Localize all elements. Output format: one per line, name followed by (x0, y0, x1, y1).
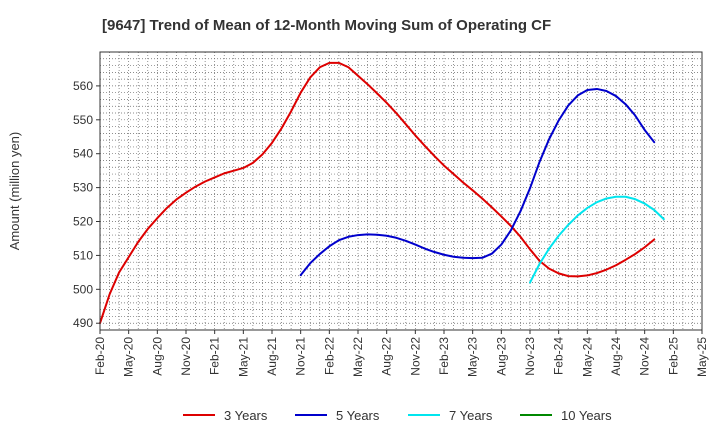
legend-label-5-years: 5 Years (336, 408, 380, 423)
y-tick-label: 530 (73, 181, 93, 195)
x-tick-label: Feb-22 (322, 337, 336, 375)
x-tick-label: Feb-24 (552, 337, 566, 375)
chart-title: [9647] Trend of Mean of 12-Month Moving … (102, 17, 551, 34)
x-tick-label: May-22 (351, 337, 365, 377)
x-tick-label: May-21 (236, 337, 250, 377)
x-tick-label: Nov-21 (294, 337, 308, 376)
x-tick-label: Feb-25 (666, 337, 680, 375)
plot-frame (99, 51, 703, 331)
series-layer (99, 61, 665, 325)
legend-label-7-years: 7 Years (449, 408, 493, 423)
x-tick-label: Nov-23 (523, 337, 537, 376)
y-tick-label: 550 (73, 113, 93, 127)
x-tick-label: Nov-24 (638, 337, 652, 376)
y-axis: 490 500 510 520 530 540 550 560 (73, 79, 100, 330)
x-tick-label: May-23 (466, 337, 480, 377)
x-tick-label: Feb-21 (208, 337, 222, 375)
x-tick-label: Aug-21 (265, 337, 279, 376)
series-line-7-years (529, 195, 665, 284)
y-tick-label: 510 (73, 248, 93, 262)
legend-label-10-years: 10 Years (561, 408, 612, 423)
series-line-3-years (99, 61, 656, 325)
plot-area (100, 52, 702, 330)
y-tick-label: 560 (73, 79, 93, 93)
x-tick-label: Nov-20 (179, 337, 193, 376)
legend-label-3-years: 3 Years (224, 408, 268, 423)
x-tick-label: Nov-22 (408, 337, 422, 376)
series-line-5-years (299, 87, 656, 277)
x-tick-label: Aug-24 (609, 337, 623, 376)
legend: 3 Years 5 Years 7 Years 10 Years (183, 408, 612, 423)
y-tick-label: 520 (73, 215, 93, 229)
y-axis-label-group: Amount (million yen) (7, 132, 22, 251)
grid (100, 52, 702, 330)
x-tick-label: May-24 (580, 337, 594, 377)
x-tick-label: Feb-23 (437, 337, 451, 375)
x-axis: Feb-20 May-20 Aug-20 Nov-20 Feb-21 May-21 Aug-… (93, 330, 709, 377)
y-axis-label: Amount (million yen) (7, 132, 22, 251)
x-tick-label: May-25 (695, 337, 709, 377)
x-tick-label: Feb-20 (93, 337, 107, 375)
x-tick-label: Aug-23 (494, 337, 508, 376)
y-tick-label: 540 (73, 147, 93, 161)
x-tick-label: Aug-20 (150, 337, 164, 376)
y-tick-label: 500 (73, 282, 93, 296)
x-tick-label: May-20 (122, 337, 136, 377)
x-tick-label: Aug-22 (380, 337, 394, 376)
y-tick-label: 490 (73, 316, 93, 330)
